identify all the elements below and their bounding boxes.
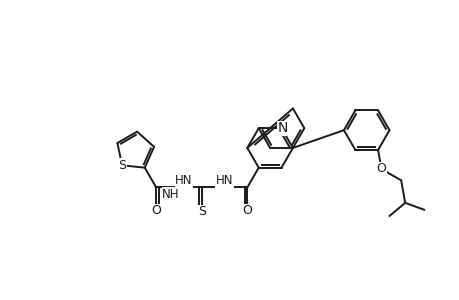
Text: S: S bbox=[197, 205, 205, 218]
Text: N: N bbox=[277, 121, 287, 135]
Text: S: S bbox=[118, 159, 126, 172]
Text: NH: NH bbox=[162, 188, 179, 201]
Text: O: O bbox=[376, 163, 386, 176]
Text: O: O bbox=[151, 204, 161, 217]
Text: HN: HN bbox=[175, 174, 192, 187]
Text: HN: HN bbox=[215, 174, 233, 187]
Text: O: O bbox=[242, 204, 252, 217]
